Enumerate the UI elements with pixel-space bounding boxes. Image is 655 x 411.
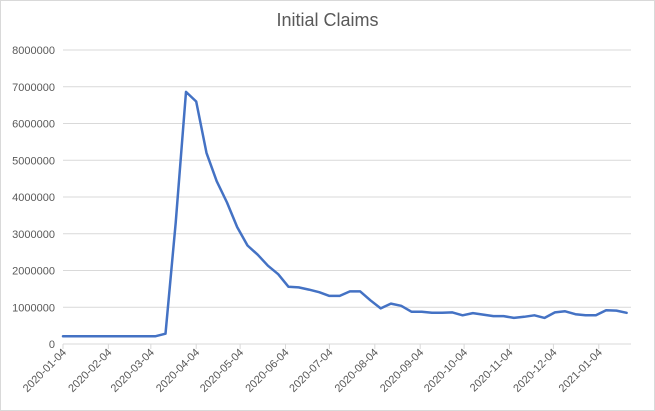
x-tick-label: 2020-06-04 — [243, 347, 291, 395]
y-tick-label: 7000000 — [12, 82, 55, 94]
y-axis-tick-labels: 0 1000000 2000000 3000000 4000000 5000000 6000… — [12, 45, 55, 351]
x-tick-label: 2020-12-04 — [511, 347, 559, 395]
x-tick-label: 2020-04-04 — [154, 347, 202, 395]
x-tick-label: 2020-09-04 — [378, 347, 426, 395]
x-tick-label: 2020-11-04 — [468, 347, 516, 395]
series-line-0 — [61, 90, 628, 338]
y-tick-label: 8000000 — [12, 45, 55, 57]
x-tick-label: 2020-02-04 — [66, 347, 114, 395]
y-tick-label: 1000000 — [12, 302, 55, 314]
x-tick-label: 2020-08-04 — [333, 347, 381, 395]
x-tick-label: 2020-07-04 — [287, 347, 335, 395]
y-tick-label: 2000000 — [12, 266, 55, 278]
x-tick-label: 2020-05-04 — [198, 347, 246, 395]
y-tick-label: 6000000 — [12, 119, 55, 131]
x-tick-label: 2020-01-04 — [21, 347, 69, 395]
gridlines — [63, 49, 631, 345]
x-axis-tick-labels: 2020-01-042020-02-042020-03-042020-04-04… — [21, 344, 605, 395]
y-tick-label: 0 — [49, 339, 55, 351]
chart-title: Initial Claims — [276, 10, 379, 30]
series-layer — [61, 90, 628, 338]
y-tick-label: 3000000 — [12, 229, 55, 241]
x-tick-label: 2020-03-04 — [109, 347, 157, 395]
y-tick-label: 5000000 — [12, 155, 55, 167]
x-tick-label: 2020-10-04 — [422, 347, 470, 395]
y-tick-label: 4000000 — [12, 192, 55, 204]
x-tick-label: 2021-01-04 — [557, 347, 605, 395]
